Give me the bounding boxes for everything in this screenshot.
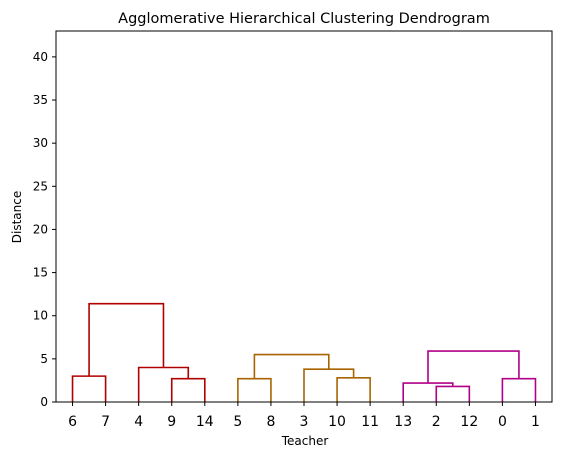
leaf-label: 0: [498, 414, 507, 430]
y-tick-label: 0: [40, 395, 48, 409]
y-tick-label: 20: [33, 222, 48, 236]
y-tick-label: 40: [33, 50, 48, 64]
plot-frame: [55, 30, 553, 403]
leaf-label: 5: [233, 414, 242, 430]
dendrogram-link-orange: [237, 377, 272, 402]
leaf-label: 8: [266, 414, 275, 430]
leaf-label: 13: [394, 414, 412, 430]
dendrogram-link-red: [137, 366, 190, 402]
dendrogram-link-red: [88, 302, 165, 377]
y-tick-label: 10: [33, 309, 48, 323]
dendrogram-link-magenta: [427, 350, 520, 384]
y-axis-label: Distance: [10, 191, 24, 243]
y-tick-label: 35: [33, 93, 48, 107]
leaf-label: 11: [361, 414, 379, 430]
x-axis-ticks: 6 7 4 9 14 5 8 3 10 11 13 2 12 0 1: [68, 402, 540, 430]
leaf-label: 9: [167, 414, 176, 430]
y-axis-ticks: 0 5 10 15 20 25 30 35 40: [33, 50, 56, 409]
dendrogram-link-magenta: [501, 377, 537, 402]
dendrogram-link-magenta: [402, 382, 454, 402]
dendrogram-link-red: [71, 375, 107, 402]
leaf-label: 7: [101, 414, 110, 430]
leaf-label: 12: [460, 414, 478, 430]
x-axis-label: Teacher: [281, 434, 329, 448]
dendrogram-link-red: [170, 377, 206, 402]
y-tick-label: 5: [40, 352, 48, 366]
leaf-label: 3: [300, 414, 309, 430]
leaf-label: 4: [134, 414, 143, 430]
y-tick-label: 25: [33, 179, 48, 193]
leaf-label: 10: [328, 414, 346, 430]
y-tick-label: 15: [33, 266, 48, 280]
dendrogram-link-orange: [336, 377, 371, 402]
dendrogram-link-orange: [253, 353, 330, 379]
leaf-label: 14: [196, 414, 214, 430]
dendrogram-link-magenta: [435, 385, 471, 402]
chart-title: Agglomerative Hierarchical Clustering De…: [118, 11, 490, 27]
leaf-label: 2: [432, 414, 441, 430]
y-tick-label: 30: [33, 136, 48, 150]
leaf-label: 6: [68, 414, 77, 430]
dendrogram-link-orange: [303, 368, 355, 402]
leaf-label: 1: [531, 414, 540, 430]
dendrogram-links: [71, 302, 537, 402]
